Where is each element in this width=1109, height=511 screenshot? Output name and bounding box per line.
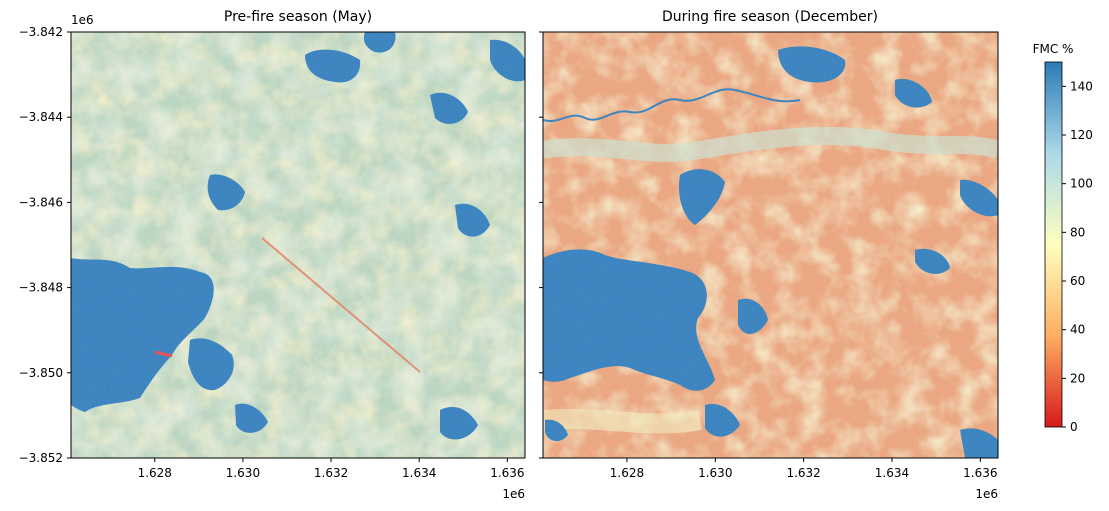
y-tick-label: −3.842 bbox=[19, 25, 63, 39]
x-tick-label: 1.636 bbox=[490, 466, 524, 480]
x-tick-label: 1.634 bbox=[875, 466, 909, 480]
colorbar-tick-label: 40 bbox=[1070, 323, 1085, 337]
panel-title-fire-season: During fire season (December) bbox=[662, 9, 878, 25]
y-offset-label-pre-fire: 1e6 bbox=[71, 13, 94, 27]
colorbar-tick-label: 80 bbox=[1070, 225, 1085, 239]
panel-pre-fire: Pre-fire season (May) 1.628 1.630 1.632 1.6… bbox=[19, 9, 526, 501]
y-tick-label: −3.852 bbox=[19, 451, 63, 465]
x-tick-label: 1.636 bbox=[963, 466, 997, 480]
x-tick-label: 1.628 bbox=[138, 466, 172, 480]
axes-frame-pre-fire bbox=[70, 31, 526, 459]
x-offset-label-fire-season: 1e6 bbox=[975, 487, 998, 501]
axis-ticks-fire-season: 1.628 1.630 1.632 1.634 1.636 bbox=[539, 31, 998, 480]
x-tick-label: 1.632 bbox=[314, 466, 348, 480]
colorbar: FMC % 0 20 40 60 80 100 120 140 bbox=[1033, 42, 1093, 434]
colorbar-tick-label: 60 bbox=[1070, 274, 1085, 288]
y-tick-label: −3.846 bbox=[19, 195, 63, 209]
colorbar-tick-label: 120 bbox=[1070, 128, 1093, 142]
x-tick-label: 1.630 bbox=[698, 466, 732, 480]
fmc-map-fire-season bbox=[543, 32, 998, 458]
x-tick-label: 1.634 bbox=[402, 466, 436, 480]
panel-title-pre-fire: Pre-fire season (May) bbox=[224, 9, 372, 25]
x-tick-label: 1.630 bbox=[226, 466, 260, 480]
x-tick-label: 1.632 bbox=[786, 466, 820, 480]
colorbar-ticks: 0 20 40 60 80 100 120 140 bbox=[1062, 79, 1093, 434]
colorbar-label: FMC % bbox=[1033, 42, 1074, 56]
x-tick-label: 1.628 bbox=[610, 466, 644, 480]
y-tick-label: −3.848 bbox=[19, 281, 63, 295]
axes-frame-fire-season bbox=[542, 31, 999, 459]
panel-fire-season: During fire season (December) 1.628 1.630… bbox=[539, 9, 999, 501]
y-tick-label: −3.850 bbox=[19, 366, 63, 380]
colorbar-tick-label: 100 bbox=[1070, 177, 1093, 191]
y-tick-label: −3.844 bbox=[19, 110, 63, 124]
axis-ticks-pre-fire: 1.628 1.630 1.632 1.634 1.636 −3.842 −3.844 −3.… bbox=[19, 25, 525, 480]
colorbar-tick-label: 0 bbox=[1070, 420, 1078, 434]
colorbar-ramp bbox=[1044, 61, 1063, 428]
colorbar-tick-label: 20 bbox=[1070, 371, 1085, 385]
fmc-map-pre-fire bbox=[71, 32, 525, 458]
x-offset-label-pre-fire: 1e6 bbox=[502, 487, 525, 501]
colorbar-tick-label: 140 bbox=[1070, 79, 1093, 93]
